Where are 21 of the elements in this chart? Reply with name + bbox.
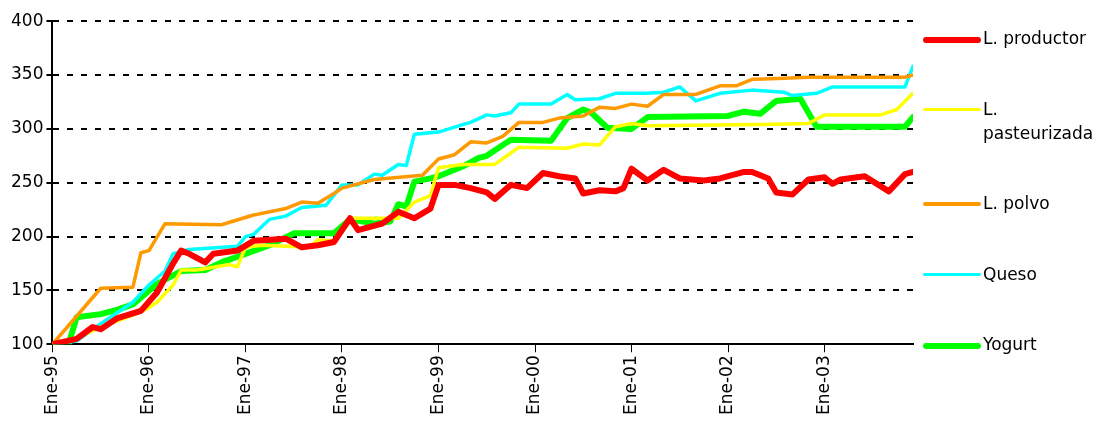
- x-tick-label: Ene-96: [137, 355, 158, 416]
- legend-label: L. polvo: [983, 192, 1051, 215]
- y-tick-label: 200: [10, 224, 44, 245]
- x-tick-label: Ene-00: [523, 355, 544, 416]
- x-tick-label: Ene-01: [619, 355, 640, 416]
- x-tick-label: Ene-03: [812, 355, 833, 416]
- legend-label: L. pasteurizada: [983, 97, 1095, 145]
- y-tick-label: 100: [10, 332, 44, 353]
- legend-label: Queso: [983, 262, 1038, 286]
- y-tick-label: 250: [10, 171, 44, 192]
- y-tick-label: 400: [10, 9, 44, 30]
- y-tick-label: 350: [10, 63, 44, 84]
- x-tick-label: Ene-98: [330, 355, 351, 416]
- x-tick-label: Ene-02: [716, 355, 737, 416]
- x-tick-label: Ene-99: [426, 355, 447, 416]
- x-tick-label: Ene-97: [233, 355, 254, 416]
- x-tick-label: Ene-95: [40, 355, 61, 416]
- legend-label: Yogurt: [983, 333, 1038, 356]
- legend-label: L. productor: [983, 27, 1088, 50]
- y-tick-label: 300: [10, 117, 44, 138]
- y-tick-label: 150: [10, 278, 44, 299]
